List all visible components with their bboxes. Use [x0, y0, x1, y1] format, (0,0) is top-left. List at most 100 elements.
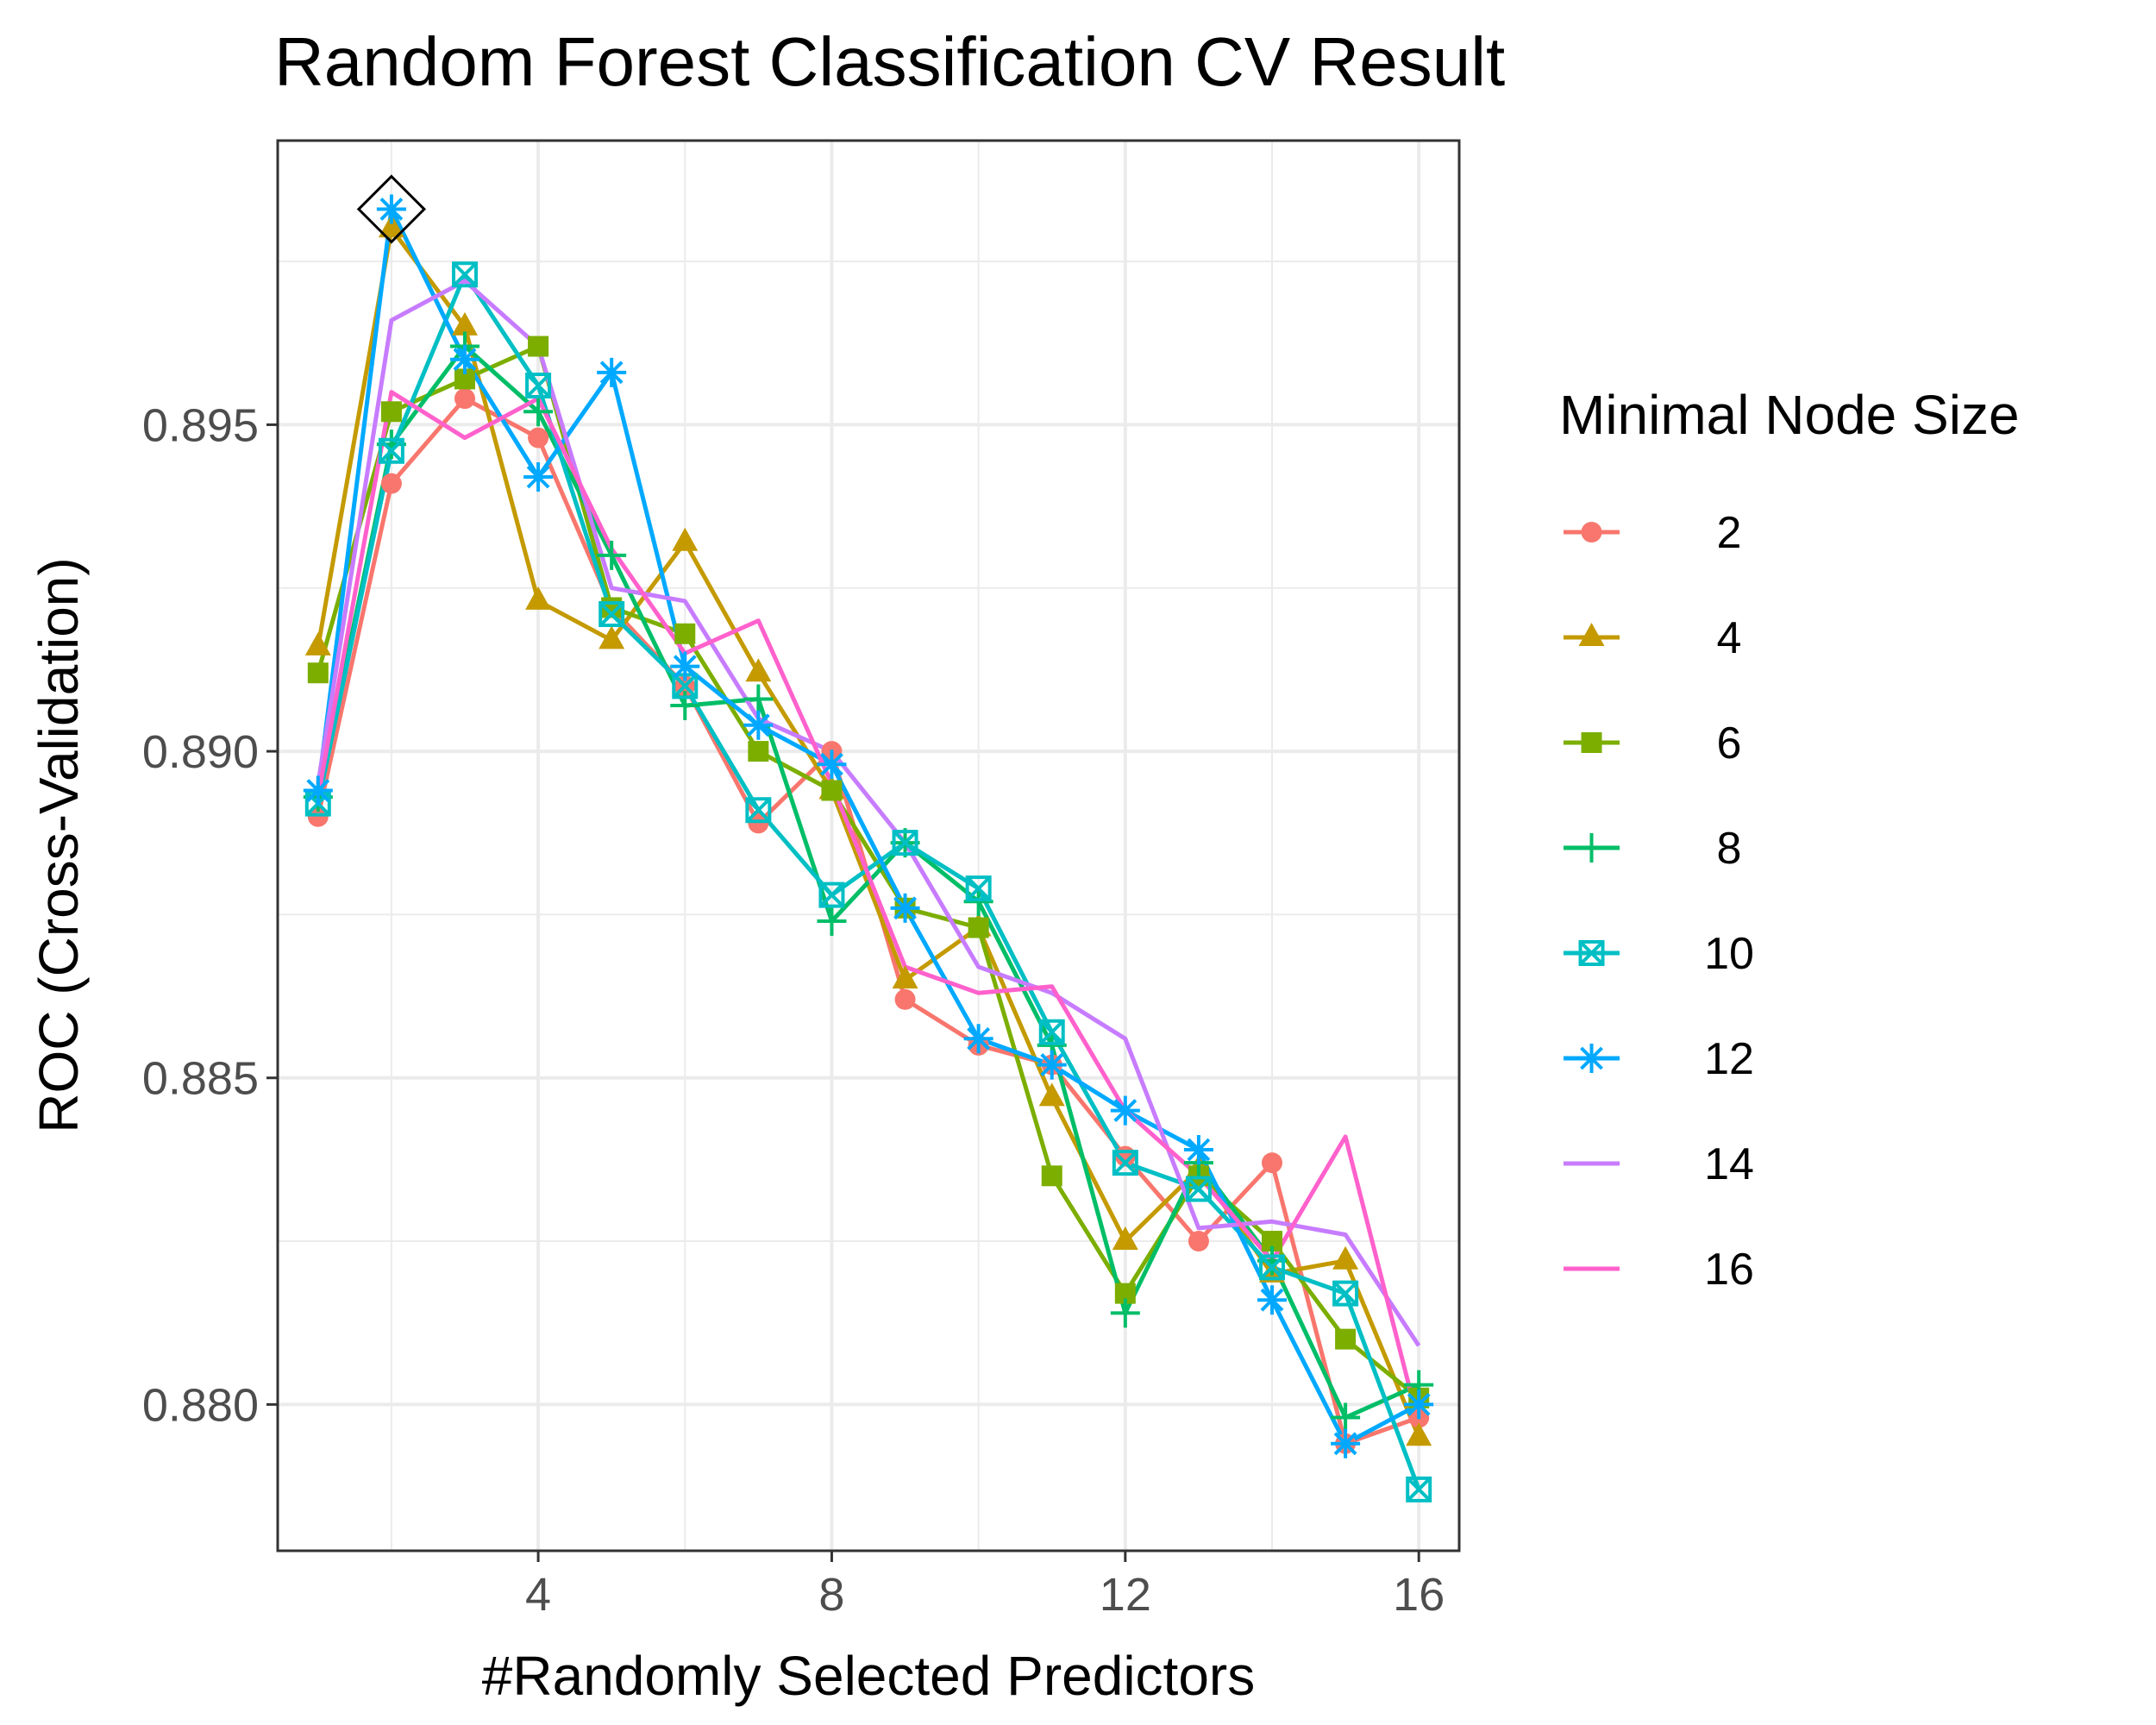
series-line-16	[316, 390, 1421, 1425]
chart-title: Random Forest Classification CV Result	[274, 23, 1505, 100]
data-point-2	[1262, 1152, 1283, 1174]
legend-label-14: 14	[1704, 1139, 1754, 1189]
data-point-10	[892, 830, 918, 856]
data-point-2	[1188, 1231, 1209, 1252]
y-tick-label: 0.895	[142, 399, 259, 451]
legend-title: Minimal Node Size	[1559, 384, 2020, 446]
data-point-6	[1041, 1165, 1062, 1187]
data-point-4	[525, 586, 552, 610]
data-point-12	[817, 750, 847, 780]
data-point-10	[1406, 1476, 1432, 1502]
x-tick-label: 16	[1393, 1569, 1445, 1621]
x-axis-title: #Randomly Selected Predictors	[482, 1645, 1255, 1707]
data-point-6	[528, 336, 549, 357]
data-point-2	[748, 812, 769, 834]
y-tick-label: 0.880	[142, 1379, 259, 1431]
legend-label-4: 4	[1717, 613, 1742, 663]
x-tick-label: 8	[818, 1569, 844, 1621]
legend-key-marker-12	[1576, 1044, 1607, 1073]
data-point-12	[1110, 1095, 1140, 1126]
data-point-12	[890, 893, 920, 923]
x-axis-ticks: 4 8 12 16	[525, 1551, 1445, 1621]
data-point-10	[599, 601, 625, 628]
data-point-6	[307, 662, 329, 684]
data-point-4	[1332, 1245, 1359, 1270]
grid-lines	[278, 141, 1459, 1551]
data-point-12	[1404, 1389, 1434, 1420]
legend: 2 4 6 8 10 12 14 16	[1564, 508, 1754, 1295]
data-point-12	[597, 357, 627, 387]
data-point-4	[378, 214, 404, 238]
series-line-14	[316, 279, 1421, 1347]
data-point-10	[1112, 1150, 1138, 1176]
data-point-4	[1112, 1226, 1138, 1251]
data-point-2	[307, 806, 329, 827]
legend-label-10: 10	[1704, 929, 1754, 979]
legend-label-8: 8	[1717, 824, 1742, 874]
data-point-8	[743, 684, 774, 714]
legend-key-marker-8	[1576, 833, 1607, 862]
data-point-10	[1185, 1176, 1212, 1202]
data-point-10	[672, 673, 699, 699]
data-point-2	[894, 988, 916, 1010]
data-point-8	[1110, 1298, 1140, 1328]
data-point-2	[528, 427, 549, 448]
data-point-12	[1183, 1135, 1213, 1165]
data-point-4	[451, 311, 478, 336]
best-point-marker	[356, 174, 427, 244]
legend-key-marker-4	[1578, 623, 1605, 646]
data-point-10	[451, 261, 478, 288]
data-point-12	[376, 194, 406, 224]
data-point-6	[821, 780, 843, 801]
data-point-6	[748, 741, 769, 762]
data-point-12	[963, 1024, 993, 1054]
y-axis-title: ROC (Cross-Validation)	[28, 557, 90, 1132]
series-line-8	[316, 344, 1420, 1420]
data-point-12	[523, 462, 554, 492]
data-point-6	[674, 623, 696, 644]
data-point-8	[1331, 1402, 1361, 1433]
data-point-6	[1335, 1328, 1357, 1350]
data-point-8	[817, 906, 847, 936]
legend-label-12: 12	[1704, 1034, 1754, 1084]
data-point-4	[745, 658, 772, 682]
series-markers	[303, 194, 1434, 1502]
data-point-6	[380, 401, 402, 423]
y-tick-label: 0.890	[142, 726, 259, 778]
data-point-4	[599, 625, 625, 649]
data-point-12	[1331, 1428, 1361, 1458]
plot-panel-border	[276, 139, 1461, 1552]
data-point-4	[304, 631, 331, 656]
data-point-12	[1257, 1285, 1288, 1315]
data-point-2	[454, 388, 475, 410]
data-point-8	[597, 540, 627, 570]
data-point-2	[380, 473, 402, 494]
data-point-12	[303, 775, 333, 806]
legend-key-marker-6	[1581, 732, 1602, 753]
data-point-10	[965, 875, 992, 902]
data-point-10	[1038, 1019, 1065, 1045]
legend-label-16: 16	[1704, 1245, 1754, 1295]
data-point-8	[523, 397, 554, 427]
data-point-12	[743, 710, 774, 740]
data-point-10	[1332, 1280, 1359, 1307]
data-point-12	[1037, 1050, 1067, 1080]
data-point-8	[963, 887, 993, 917]
legend-key-marker-2	[1581, 522, 1602, 543]
data-point-4	[672, 527, 699, 551]
x-tick-label: 12	[1100, 1569, 1151, 1621]
data-point-6	[968, 917, 989, 938]
data-point-4	[1038, 1082, 1065, 1107]
y-axis-ticks: 0.880 0.885 0.890 0.895	[142, 399, 278, 1431]
data-point-10	[745, 797, 772, 824]
data-point-10	[525, 372, 552, 398]
legend-key-marker-10	[1578, 940, 1605, 966]
y-tick-label: 0.885	[142, 1053, 259, 1105]
data-point-4	[892, 965, 918, 989]
series-lines	[316, 207, 1421, 1490]
data-point-10	[378, 437, 404, 464]
data-point-12	[670, 651, 700, 681]
